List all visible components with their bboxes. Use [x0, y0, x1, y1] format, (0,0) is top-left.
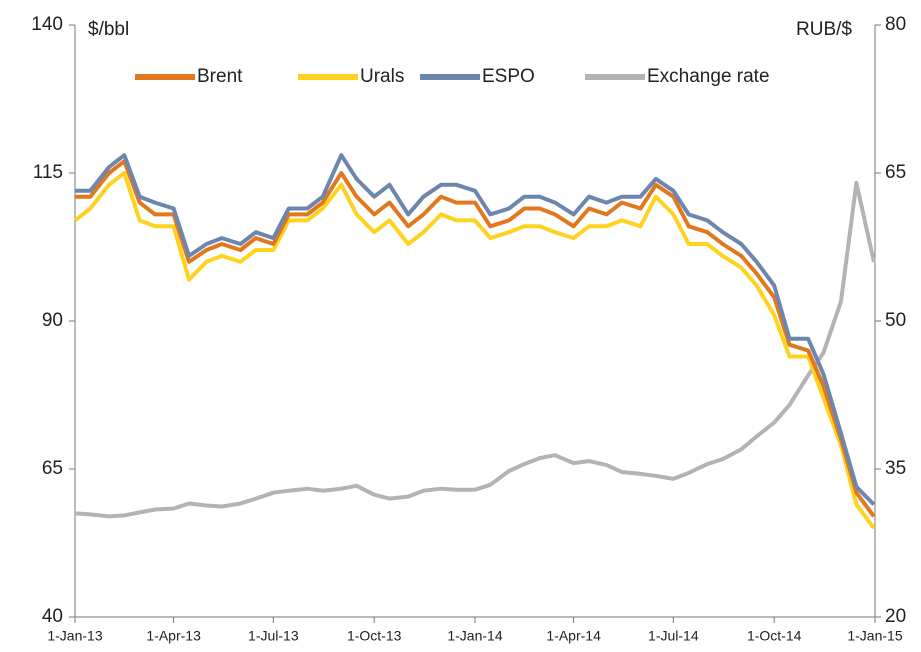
x-tick-label: 1-Apr-14 — [546, 628, 601, 644]
x-tick-label: 1-Jul-13 — [248, 628, 299, 644]
series-line — [75, 153, 876, 506]
y2-axis-label: RUB/$ — [796, 19, 852, 40]
y2-tick-label: 35 — [885, 458, 906, 479]
y-tick-label: 40 — [42, 606, 63, 627]
y2-tick-label: 20 — [885, 606, 906, 627]
x-tick-label: 1-Apr-13 — [146, 628, 201, 644]
legend-label: Brent — [197, 66, 243, 87]
y2-tick-label: 80 — [885, 14, 906, 35]
y-axis-label: $/bbl — [88, 19, 129, 40]
y-tick-label: 140 — [31, 14, 63, 35]
x-tick-label: 1-Jan-14 — [447, 628, 502, 644]
x-tick-label: 1-Oct-13 — [347, 628, 402, 644]
y2-tick-label: 50 — [885, 310, 906, 331]
x-tick-label: 1-Jul-14 — [648, 628, 699, 644]
y-tick-label: 90 — [42, 310, 63, 331]
legend-label: Exchange rate — [647, 66, 770, 87]
y2-tick-label: 65 — [885, 162, 906, 183]
series-line — [75, 159, 876, 518]
legend-label: ESPO — [482, 66, 535, 87]
series-line — [73, 171, 876, 530]
legend-label: Urals — [360, 66, 404, 87]
y-tick-label: 115 — [33, 162, 63, 183]
series-line — [74, 180, 876, 519]
x-tick-label: 1-Jan-13 — [47, 628, 102, 644]
x-tick-label: 1-Jan-15 — [847, 628, 902, 644]
y-tick-label: 65 — [42, 458, 63, 479]
x-tick-label: 1-Oct-14 — [747, 628, 802, 644]
